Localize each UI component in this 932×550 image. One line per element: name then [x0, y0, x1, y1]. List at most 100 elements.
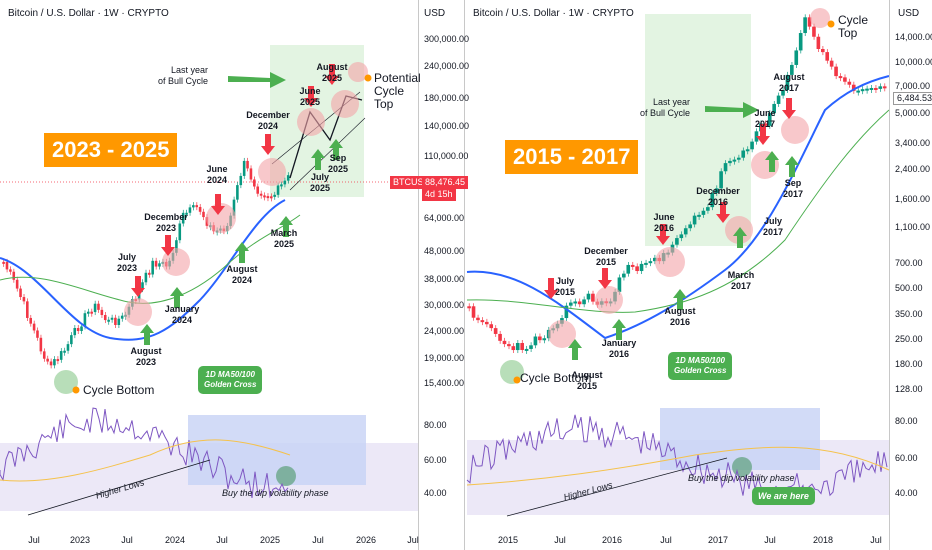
label-august-2025: August 2025 — [316, 62, 348, 83]
candle — [97, 303, 100, 310]
higher-lows-line — [506, 457, 728, 517]
candle — [803, 17, 807, 34]
candle — [714, 188, 719, 194]
candle — [697, 214, 701, 217]
candle — [42, 351, 46, 359]
right-era-label: 2015 - 2017 — [505, 140, 639, 174]
candle — [679, 234, 684, 239]
potential-top-label: Potential Cycle Top — [374, 71, 421, 111]
candle — [728, 160, 732, 164]
left-price-time-tag: 4d 15h — [422, 188, 456, 201]
candle — [493, 328, 498, 334]
right-y-tick: 5,000.00 — [895, 108, 931, 118]
arrow-head — [140, 324, 154, 333]
candle — [785, 74, 790, 90]
label-december-2023: December 2023 — [144, 212, 188, 233]
left-y-tick: 110,000.00 — [424, 151, 469, 161]
arrow-head — [311, 149, 325, 158]
arrow-head — [325, 76, 339, 85]
right-y-tick: 180.00 — [895, 359, 923, 369]
candle — [246, 160, 249, 169]
arrow-shaft — [215, 194, 221, 206]
candle — [626, 264, 631, 274]
left-plot — [0, 45, 418, 516]
arrow-shaft — [135, 276, 141, 288]
arrow-shaft — [548, 278, 554, 290]
candle — [829, 60, 834, 67]
candle — [865, 88, 869, 91]
left-era-label: 2023 - 2025 — [44, 133, 178, 167]
candle — [573, 301, 578, 304]
candle — [639, 263, 644, 272]
arrow-shaft — [329, 64, 335, 76]
candle — [564, 305, 569, 319]
label-august-2024: August 2024 — [226, 264, 258, 285]
right-x-tick: 2016 — [601, 535, 623, 545]
arrow-shaft — [239, 251, 245, 263]
rsi-line — [0, 407, 289, 499]
candle — [745, 149, 750, 152]
candle — [750, 141, 754, 150]
right-plot — [466, 8, 890, 517]
label-june-2024: June 2024 — [206, 164, 228, 185]
label-sep-2017: Sep 2017 — [782, 178, 804, 199]
right-axis-border — [889, 0, 890, 550]
candle — [39, 337, 43, 352]
candle — [515, 342, 520, 351]
label-december-2015: December 2015 — [584, 246, 628, 267]
left-x-tick: Jul — [216, 535, 228, 545]
arrow-head — [756, 136, 770, 145]
candle — [87, 311, 90, 314]
panel-divider — [418, 0, 419, 550]
candle — [202, 211, 205, 218]
left-golden-cross-badge: 1D MA50/100 Golden Cross — [198, 366, 263, 394]
candle — [242, 160, 246, 176]
left-price-value-tag: 88,476.45 — [422, 176, 469, 189]
candle — [502, 340, 507, 345]
ma-green-line — [0, 214, 301, 304]
candle — [80, 326, 83, 332]
candle — [807, 17, 812, 27]
arrow-head — [785, 156, 799, 165]
left-y-tick: 38,000.00 — [424, 274, 465, 284]
candle — [66, 344, 70, 351]
arrow-shaft — [720, 202, 726, 214]
candle — [32, 323, 36, 331]
candle — [192, 205, 195, 208]
candle — [529, 345, 533, 349]
right-y-tick: 2,400.00 — [895, 164, 931, 174]
left-y-tick: 300,000.00 — [424, 34, 470, 44]
candle — [856, 90, 860, 93]
candle — [772, 103, 776, 114]
candle — [103, 315, 107, 321]
arrow-shaft — [572, 348, 578, 360]
left-x-tick: 2026 — [355, 535, 377, 545]
candle — [90, 311, 93, 314]
top-highlight-circle — [258, 158, 286, 186]
arrow-shaft — [769, 160, 775, 172]
higher-lows-line — [27, 459, 211, 516]
arrow-head — [131, 288, 145, 297]
candle — [882, 86, 887, 89]
candle — [630, 264, 635, 267]
candle — [798, 33, 803, 51]
candle — [181, 212, 185, 224]
left-y-tick: 19,000.00 — [424, 353, 465, 363]
right-price-value-tag: 6,484.53 — [893, 92, 932, 105]
candle — [586, 293, 591, 300]
candle — [93, 303, 97, 313]
candle — [710, 193, 715, 208]
label-sep-2025: Sep 2025 — [327, 153, 349, 174]
arrow-shaft — [165, 235, 171, 247]
arrow-head — [782, 110, 796, 119]
right-currency: USD — [898, 8, 920, 19]
candle — [49, 361, 53, 366]
left-last-year-label: Last year of Bull Cycle — [158, 65, 209, 86]
candle — [286, 175, 290, 181]
candle — [484, 321, 489, 325]
candle — [767, 113, 772, 126]
right-buy-dip-label: Buy the dip volatility phase — [688, 473, 795, 483]
right-x-tick: 2018 — [812, 535, 834, 545]
arrow-shaft — [602, 268, 608, 280]
arrow-head — [765, 151, 779, 160]
